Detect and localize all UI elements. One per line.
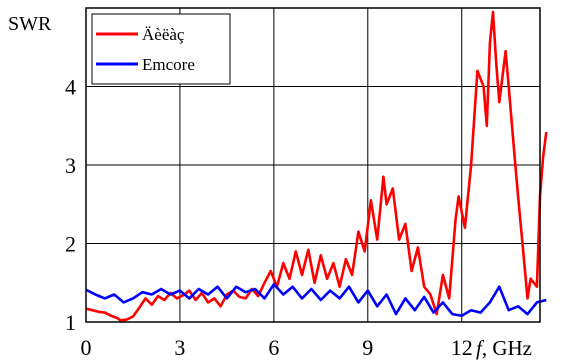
plot-frame xyxy=(85,7,541,323)
series-layer xyxy=(85,10,548,322)
x-tick-label-3: 9 xyxy=(362,335,373,360)
x-tick-label-2: 6 xyxy=(268,335,279,360)
legend-box xyxy=(91,13,231,85)
series-line-1 xyxy=(85,283,547,317)
x-tick-labels: 0 3 6 9 12 xyxy=(81,335,473,360)
y-tick-label-2: 3 xyxy=(65,153,76,178)
grid xyxy=(86,8,540,322)
x-axis-label-unit: , GHz xyxy=(482,336,532,360)
x-tick-label-1: 3 xyxy=(174,335,185,360)
x-axis-label: f, GHz xyxy=(476,336,532,360)
y-axis-label: SWR xyxy=(8,13,52,35)
x-tick-label-4: 12 xyxy=(451,335,473,360)
legend: Äèëàç Emcore xyxy=(91,13,231,85)
y-tick-labels: 1 2 3 4 xyxy=(65,75,76,336)
y-tick-label-0: 1 xyxy=(65,310,76,335)
series-line-0 xyxy=(85,10,548,322)
legend-label-0: Äèëàç xyxy=(142,25,185,44)
y-tick-label-1: 2 xyxy=(65,232,76,257)
x-tick-label-0: 0 xyxy=(81,335,92,360)
y-tick-label-3: 4 xyxy=(65,75,76,100)
legend-label-1: Emcore xyxy=(142,55,195,74)
x-axis-label-symbol: f xyxy=(476,336,485,360)
